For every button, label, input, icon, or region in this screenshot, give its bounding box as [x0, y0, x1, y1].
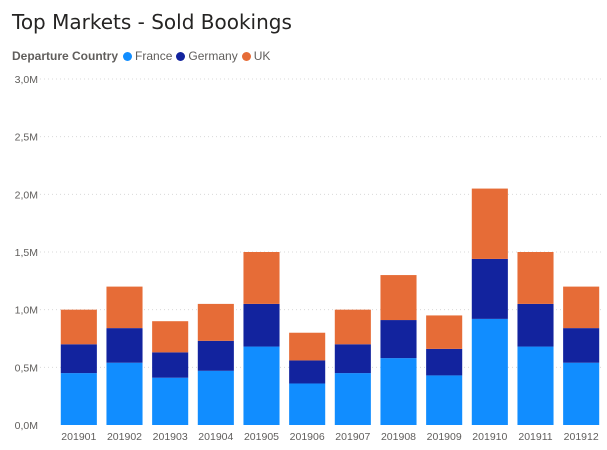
bar-segment-uk-201903[interactable]	[152, 321, 189, 353]
x-tick-label: 201904	[198, 431, 233, 443]
bar-segment-france-201901[interactable]	[60, 373, 97, 425]
bar-segment-uk-201905[interactable]	[243, 252, 280, 304]
y-tick-label: 2,5M	[15, 132, 38, 144]
x-tick-label: 201911	[518, 431, 552, 443]
bar-segment-france-201905[interactable]	[243, 346, 280, 425]
y-tick-label: 0,0M	[15, 420, 38, 432]
bar-segment-uk-201909[interactable]	[426, 315, 463, 349]
bar-segment-uk-201901[interactable]	[60, 309, 97, 345]
bar-segment-germany-201906[interactable]	[289, 360, 326, 384]
bar-segment-france-201909[interactable]	[426, 375, 463, 425]
x-tick-label: 201906	[290, 431, 325, 443]
bar-segment-uk-201902[interactable]	[106, 286, 143, 329]
bar-segment-germany-201912[interactable]	[563, 328, 600, 363]
bar-segment-uk-201908[interactable]	[380, 275, 417, 321]
x-tick-label: 201907	[335, 431, 370, 443]
legend-dot-france-icon	[123, 51, 133, 61]
bar-segment-germany-201904[interactable]	[197, 340, 234, 371]
bar-segment-france-201902[interactable]	[106, 362, 143, 425]
legend-item-uk[interactable]: UK	[241, 49, 271, 63]
y-tick-label: 1,0M	[15, 305, 38, 317]
bar-segment-france-201906[interactable]	[289, 383, 326, 425]
legend-dot-germany-icon	[176, 51, 186, 61]
chart-title: Top Markets - Sold Bookings	[12, 10, 292, 34]
bar-segment-france-201912[interactable]	[563, 362, 600, 425]
x-tick-label: 201901	[61, 431, 96, 443]
bar-segment-germany-201910[interactable]	[471, 258, 508, 319]
legend-label-germany: Germany	[188, 49, 238, 63]
y-tick-label: 3,0M	[15, 74, 38, 86]
bar-segment-germany-201903[interactable]	[152, 352, 189, 378]
bar-segment-france-201910[interactable]	[471, 318, 508, 425]
bar-segment-france-201903[interactable]	[152, 377, 189, 425]
x-tick-label: 201910	[472, 431, 507, 443]
x-tick-label: 201902	[107, 431, 142, 443]
bar-segment-germany-201909[interactable]	[426, 348, 463, 376]
bar-segment-uk-201910[interactable]	[471, 188, 508, 259]
legend-label-france: France	[135, 49, 173, 63]
x-tick-label: 201908	[381, 431, 416, 443]
bar-segment-france-201907[interactable]	[334, 373, 371, 425]
bar-segment-germany-201905[interactable]	[243, 303, 280, 347]
bar-segment-uk-201912[interactable]	[563, 286, 600, 329]
x-tick-label: 201905	[244, 431, 279, 443]
y-tick-label: 0,5M	[15, 362, 38, 374]
bar-segment-uk-201906[interactable]	[289, 332, 326, 361]
bar-segment-france-201904[interactable]	[197, 370, 234, 425]
bar-segment-germany-201911[interactable]	[517, 303, 554, 347]
x-tick-label: 201909	[427, 431, 462, 443]
bar-segment-uk-201904[interactable]	[197, 303, 234, 341]
bar-segment-germany-201907[interactable]	[334, 344, 371, 374]
x-tick-label: 201912	[564, 431, 599, 443]
bar-segment-uk-201911[interactable]	[517, 252, 554, 304]
bar-segment-germany-201902[interactable]	[106, 328, 143, 363]
legend-title: Departure Country	[12, 49, 119, 63]
bar-segment-france-201908[interactable]	[380, 358, 417, 425]
legend-item-germany[interactable]: Germany	[176, 49, 238, 63]
y-tick-label: 2,0M	[15, 189, 38, 201]
bar-segment-germany-201908[interactable]	[380, 320, 417, 359]
bar-segment-france-201911[interactable]	[517, 346, 554, 425]
y-tick-label: 1,5M	[15, 247, 38, 259]
legend-label-uk: UK	[253, 49, 271, 63]
x-tick-label: 201903	[153, 431, 188, 443]
bar-segment-germany-201901[interactable]	[60, 344, 97, 374]
legend: Departure Country France Germany UK	[12, 49, 274, 63]
legend-item-france[interactable]: France	[123, 49, 172, 63]
bar-segment-uk-201907[interactable]	[334, 309, 371, 345]
legend-dot-uk-icon	[241, 51, 251, 61]
